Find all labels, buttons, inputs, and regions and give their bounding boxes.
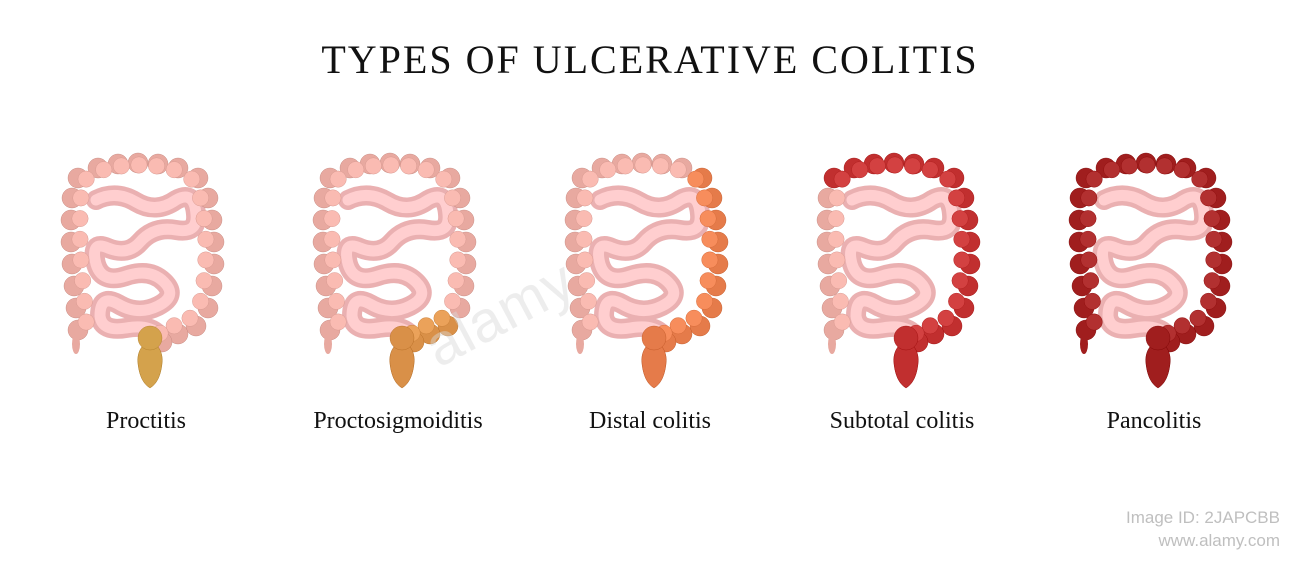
intestine-diagram-distal [550,130,750,390]
type-proctitis: Proctitis [46,130,246,435]
intestine-diagram-proctosigmoiditis [298,130,498,390]
type-label: Pancolitis [1107,408,1202,435]
page-title: TYPES OF ULCERATIVE COLITIS [0,36,1300,83]
types-row: Proctitis Proctosigmoiditis Distal colit… [0,130,1300,435]
watermark-id-line1: Image ID: 2JAPCBB [1126,507,1280,530]
watermark-id-line2: www.alamy.com [1126,530,1280,553]
type-proctosigmoiditis: Proctosigmoiditis [298,130,498,435]
intestine-diagram-pancolitis [1054,130,1254,390]
type-label: Proctitis [106,408,186,435]
type-label: Proctosigmoiditis [313,408,482,435]
type-pancolitis: Pancolitis [1054,130,1254,435]
type-label: Distal colitis [589,408,711,435]
type-distal: Distal colitis [550,130,750,435]
watermark-id: Image ID: 2JAPCBB www.alamy.com [1126,507,1280,553]
intestine-diagram-proctitis [46,130,246,390]
type-label: Subtotal colitis [830,408,975,435]
type-subtotal: Subtotal colitis [802,130,1002,435]
intestine-diagram-subtotal [802,130,1002,390]
